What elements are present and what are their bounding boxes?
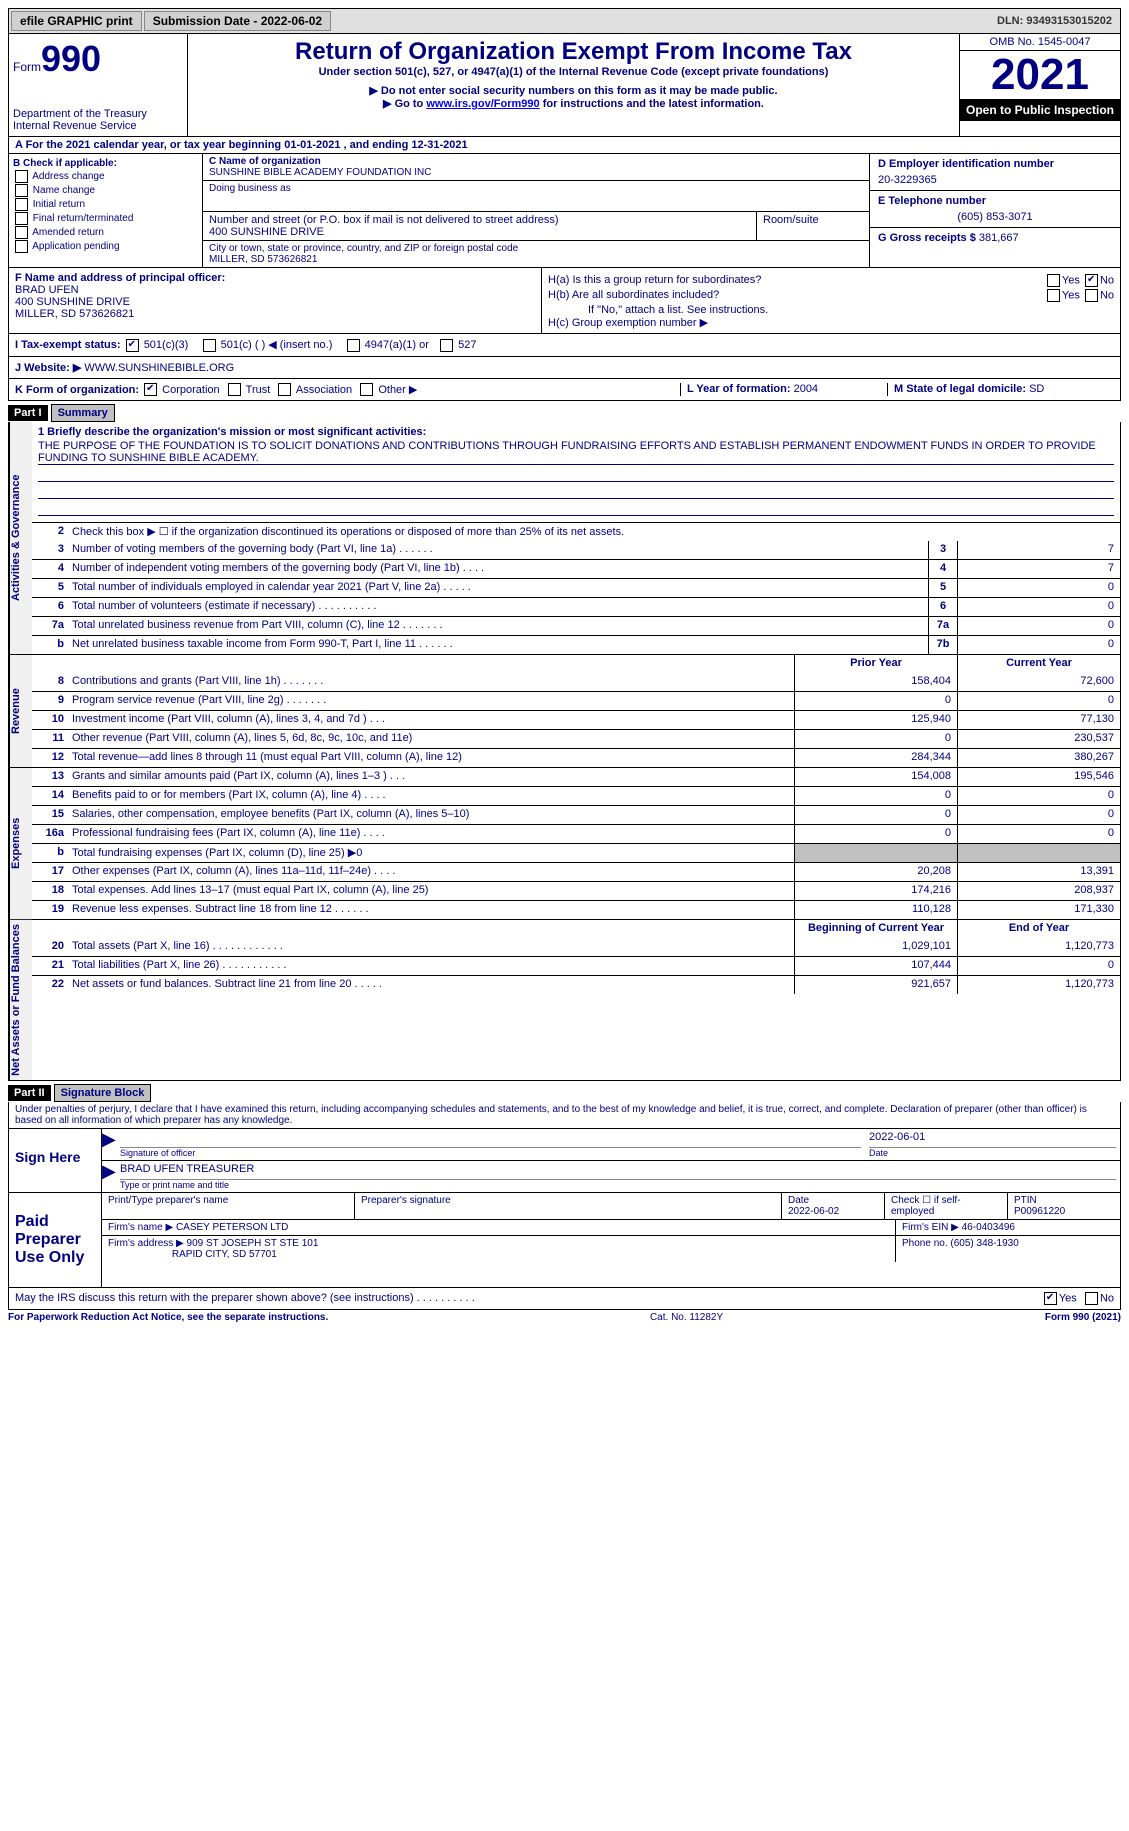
omb-number: OMB No. 1545-0047 [960,34,1120,51]
check-4947[interactable] [347,339,360,352]
submission-date-button[interactable]: Submission Date - 2022-06-02 [144,11,331,31]
section-bcd: B Check if applicable: Address change Na… [8,154,1121,268]
firm-ein: 46-0403496 [962,1222,1015,1233]
activities-governance-section: Activities & Governance 1 Briefly descri… [8,422,1121,655]
street-address: 400 SUNSHINE DRIVE [209,226,750,238]
department-text: Department of the Treasury Internal Reve… [13,108,183,132]
tax-year: 2021 [960,51,1120,99]
form-header: Form990 Department of the Treasury Inter… [8,34,1121,137]
summary-line: 14Benefits paid to or for members (Part … [32,786,1120,805]
check-501c3[interactable] [126,339,139,352]
summary-line: bNet unrelated business taxable income f… [32,635,1120,654]
sign-here-section: Sign Here ▶ Signature of officer 2022-06… [8,1129,1121,1193]
irs-link[interactable]: www.irs.gov/Form990 [426,98,539,110]
firm-addr1: 909 ST JOSEPH ST STE 101 [187,1238,319,1249]
top-toolbar: efile GRAPHIC print Submission Date - 20… [8,8,1121,34]
instruction-2: ▶ Go to www.irs.gov/Form990 for instruct… [196,97,951,110]
col-d-identifiers: D Employer identification number 20-3229… [870,154,1120,267]
summary-line: 9Program service revenue (Part VIII, lin… [32,691,1120,710]
summary-line: 13Grants and similar amounts paid (Part … [32,768,1120,786]
penalties-text: Under penalties of perjury, I declare th… [8,1102,1121,1129]
revenue-section: Revenue Prior YearCurrent Year 8Contribu… [8,655,1121,768]
paid-preparer-section: Paid Preparer Use Only Print/Type prepar… [8,1193,1121,1288]
sign-name: BRAD UFEN TREASURER [120,1163,1116,1180]
prep-date: 2022-06-02 [788,1206,839,1217]
open-to-public: Open to Public Inspection [960,99,1120,121]
check-other[interactable] [360,383,373,396]
summary-line: 6Total number of volunteers (estimate if… [32,597,1120,616]
check-corporation[interactable] [144,383,157,396]
summary-line: bTotal fundraising expenses (Part IX, co… [32,843,1120,862]
discuss-no[interactable] [1085,1292,1098,1305]
check-527[interactable] [440,339,453,352]
firm-addr2: RAPID CITY, SD 57701 [172,1249,277,1260]
check-initial-return[interactable]: Initial return [13,198,198,211]
ein-value: 20-3229365 [878,174,1112,186]
summary-line: 12Total revenue—add lines 8 through 11 (… [32,748,1120,767]
officer-street: 400 SUNSHINE DRIVE [15,296,535,308]
col-b-checkboxes: B Check if applicable: Address change Na… [9,154,203,267]
summary-line: 22Net assets or fund balances. Subtract … [32,975,1120,994]
state-domicile: SD [1029,383,1044,395]
check-final-return[interactable]: Final return/terminated [13,212,198,225]
part2-title: Signature Block [54,1084,152,1102]
summary-line: 21Total liabilities (Part X, line 26) . … [32,956,1120,975]
check-name-change[interactable]: Name change [13,184,198,197]
efile-print-button[interactable]: efile GRAPHIC print [11,11,142,31]
row-k-form-org: K Form of organization: Corporation Trus… [8,379,1121,402]
form-subtitle: Under section 501(c), 527, or 4947(a)(1)… [196,66,951,78]
summary-line: 5Total number of individuals employed in… [32,578,1120,597]
check-association[interactable] [278,383,291,396]
form-title: Return of Organization Exempt From Incom… [196,38,951,66]
col-c-org-info: C Name of organization SUNSHINE BIBLE AC… [203,154,870,267]
section-fh: F Name and address of principal officer:… [8,268,1121,334]
summary-line: 20Total assets (Part X, line 16) . . . .… [32,938,1120,956]
check-amended-return[interactable]: Amended return [13,226,198,239]
officer-name: BRAD UFEN [15,284,535,296]
summary-line: 3Number of voting members of the governi… [32,541,1120,559]
part1-title: Summary [51,404,115,422]
part1-header: Part I [8,405,48,421]
row-j-website: J Website: ▶ WWW.SUNSHINEBIBLE.ORG [8,357,1121,379]
page-footer: For Paperwork Reduction Act Notice, see … [8,1310,1121,1323]
city-state-zip: MILLER, SD 573626821 [209,254,863,265]
gross-receipts: 381,667 [979,232,1019,244]
summary-line: 19Revenue less expenses. Subtract line 1… [32,900,1120,919]
ptin-value: P00961220 [1014,1206,1065,1217]
year-formation: 2004 [794,383,818,395]
firm-phone: (605) 348-1930 [950,1238,1018,1249]
check-address-change[interactable]: Address change [13,170,198,183]
check-trust[interactable] [228,383,241,396]
website-value: WWW.SUNSHINEBIBLE.ORG [84,362,234,374]
summary-line: 7aTotal unrelated business revenue from … [32,616,1120,635]
summary-line: 11Other revenue (Part VIII, column (A), … [32,729,1120,748]
irs-discuss-row: May the IRS discuss this return with the… [8,1288,1121,1310]
phone-value: (605) 853-3071 [878,211,1112,223]
row-a-taxyear: A For the 2021 calendar year, or tax yea… [8,137,1121,154]
instruction-1: ▶ Do not enter social security numbers o… [196,84,951,97]
form-number: Form990 [13,38,183,80]
mission-text: THE PURPOSE OF THE FOUNDATION IS TO SOLI… [38,440,1114,465]
expenses-section: Expenses 13Grants and similar amounts pa… [8,768,1121,920]
check-501c[interactable] [203,339,216,352]
check-application-pending[interactable]: Application pending [13,240,198,253]
summary-line: 10Investment income (Part VIII, column (… [32,710,1120,729]
summary-line: 15Salaries, other compensation, employee… [32,805,1120,824]
officer-city: MILLER, SD 573626821 [15,308,535,320]
sign-date: 2022-06-01 [869,1131,1116,1148]
firm-name: CASEY PETERSON LTD [176,1222,288,1233]
discuss-yes[interactable] [1044,1292,1057,1305]
summary-line: 16aProfessional fundraising fees (Part I… [32,824,1120,843]
org-name: SUNSHINE BIBLE ACADEMY FOUNDATION INC [209,167,863,178]
summary-line: 8Contributions and grants (Part VIII, li… [32,673,1120,691]
summary-line: 18Total expenses. Add lines 13–17 (must … [32,881,1120,900]
part2-header: Part II [8,1085,51,1101]
net-assets-section: Net Assets or Fund Balances Beginning of… [8,920,1121,1081]
summary-line: 4Number of independent voting members of… [32,559,1120,578]
dln-text: DLN: 93493153015202 [997,15,1118,27]
summary-line: 17Other expenses (Part IX, column (A), l… [32,862,1120,881]
row-i-tax-status: I Tax-exempt status: 501(c)(3) 501(c) ( … [8,334,1121,357]
